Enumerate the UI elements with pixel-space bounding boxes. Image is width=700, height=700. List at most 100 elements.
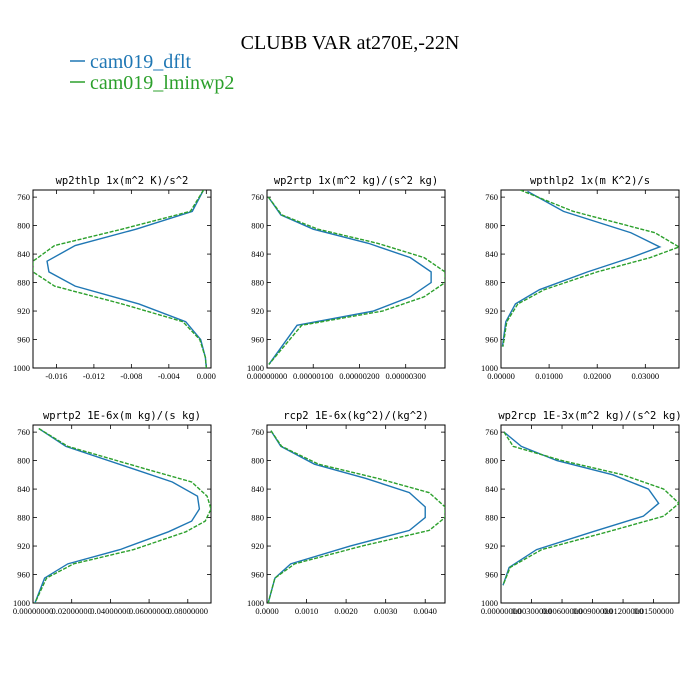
x-tick-label: 0.02000000 <box>52 606 92 616</box>
series-line-cam019_lminwp2 <box>502 431 679 586</box>
x-tick-label: 0.00000000 <box>481 606 521 616</box>
x-tick-label: 0.00000000 <box>247 371 287 381</box>
x-tick-label: 0.0010 <box>295 606 318 616</box>
x-tick-label: 0.00900000 <box>572 606 612 616</box>
y-tick-label: 960 <box>485 335 498 345</box>
plot-frame <box>266 189 446 369</box>
series-line-cam019_dflt <box>34 427 201 603</box>
y-tick-label: 800 <box>17 456 30 466</box>
y-tick-label: 840 <box>251 484 264 494</box>
y-tick-label: 920 <box>251 306 264 316</box>
y-tick-label: 960 <box>251 570 264 580</box>
x-tick-label: 0.00000100 <box>293 371 333 381</box>
panel-4: wprtp2 1E-6x(m kg)/(s kg) 760 800 840 880 920… <box>13 410 212 616</box>
panel-2: wp2rtp 1x(m^2 kg)/(s^2 kg) 760 800 840 880 92… <box>247 175 446 381</box>
y-tick-label: 840 <box>485 484 498 494</box>
y-tick-label: 760 <box>17 427 30 437</box>
series-line-cam019_dflt <box>501 190 662 347</box>
x-tick-label: -0.016 <box>45 371 67 381</box>
y-tick-label: 920 <box>17 541 30 551</box>
panel-5: rcp2 1E-6x(kg^2)/(kg^2) 760 800 840 880 920 96… <box>247 410 446 616</box>
x-tick-label: 0.0030 <box>374 606 397 616</box>
y-tick-label: 880 <box>485 513 498 523</box>
y-tick-label: 960 <box>17 335 30 345</box>
y-tick-label: 760 <box>251 192 264 202</box>
x-tick-label: 0.0020 <box>334 606 357 616</box>
series-line-cam019_dflt <box>46 190 208 368</box>
y-tick-label: 1000 <box>481 363 498 373</box>
legend: cam019_dflt cam019_lminwp2 <box>70 51 234 94</box>
series-line-cam019_lminwp2 <box>33 190 208 368</box>
series-line-cam019_lminwp2 <box>267 430 445 603</box>
y-tick-label: 800 <box>251 456 264 466</box>
x-tick-label: 0.00300000 <box>511 606 551 616</box>
x-tick-label: 0.01500000 <box>633 606 673 616</box>
panel-6: wp2rcp 1E-3x(m^2 kg)/(s^2 kg)760 800 840 88… <box>481 410 682 616</box>
y-tick-label: 1000 <box>247 363 264 373</box>
x-tick-label: 0.00000000 <box>13 606 53 616</box>
x-tick-label: -0.012 <box>83 371 105 381</box>
x-tick-label: 0.06000000 <box>129 606 169 616</box>
x-tick-label: 0.03000 <box>632 371 660 381</box>
panel-title: wp2thlp 1x(m^2 K)/s^2 <box>56 175 189 187</box>
figure-title: CLUBB VAR at270E,-22N <box>241 32 460 54</box>
series-line-cam019_dflt <box>267 196 432 365</box>
y-tick-label: 840 <box>17 484 30 494</box>
y-tick-label: 880 <box>17 513 30 523</box>
y-tick-label: 920 <box>17 306 30 316</box>
x-tick-label: 0.00000300 <box>386 371 426 381</box>
panel-title: rcp2 1E-6x(kg^2)/(kg^2) <box>283 410 428 422</box>
plot-frame <box>500 424 680 604</box>
plot-frame <box>500 189 680 369</box>
y-tick-label: 880 <box>17 278 30 288</box>
y-tick-label: 960 <box>251 335 264 345</box>
plot-frame <box>266 424 446 604</box>
series-line-cam019_dflt <box>502 431 660 586</box>
plot-frame <box>32 189 212 369</box>
legend-label-lminwp2: cam019_lminwp2 <box>90 72 234 94</box>
x-tick-label: 0.00600000 <box>542 606 582 616</box>
series-line-cam019_lminwp2 <box>502 190 679 347</box>
y-tick-label: 920 <box>485 306 498 316</box>
y-tick-label: 840 <box>17 249 30 259</box>
series-line-cam019_lminwp2 <box>267 196 445 365</box>
y-tick-label: 1000 <box>481 598 498 608</box>
panel-1: wp2thlp 1x(m^2 K)/s^2 760 800 840 880 920 960 1… <box>13 175 216 381</box>
x-tick-label: -0.008 <box>120 371 142 381</box>
y-tick-label: 1000 <box>247 598 264 608</box>
panel-title: wprtp2 1E-6x(m kg)/(s kg) <box>43 410 201 422</box>
y-tick-label: 960 <box>17 570 30 580</box>
y-tick-label: 800 <box>17 221 30 231</box>
x-tick-label: 0.00000200 <box>339 371 379 381</box>
plot-frame <box>32 424 212 604</box>
y-tick-label: 1000 <box>13 363 30 373</box>
y-tick-label: 760 <box>251 427 264 437</box>
y-tick-label: 760 <box>485 192 498 202</box>
y-tick-label: 840 <box>251 249 264 259</box>
y-tick-label: 800 <box>251 221 264 231</box>
y-tick-label: 800 <box>485 456 498 466</box>
x-tick-label: 0.01000 <box>535 371 563 381</box>
x-tick-label: -0.004 <box>158 371 181 381</box>
y-tick-label: 840 <box>485 249 498 259</box>
y-tick-label: 880 <box>485 278 498 288</box>
x-tick-label: 0.00000 <box>487 371 515 381</box>
y-tick-label: 920 <box>485 541 498 551</box>
y-tick-label: 760 <box>485 427 498 437</box>
panel-title: wpthlp2 1x(m K^2)/s <box>530 175 650 187</box>
x-tick-label: 0.0040 <box>414 606 437 616</box>
y-tick-label: 920 <box>251 541 264 551</box>
x-tick-label: 0.02000 <box>583 371 611 381</box>
panel-3: wpthlp2 1x(m K^2)/s 760 800 840 880 920 960 100… <box>481 175 680 381</box>
y-tick-label: 880 <box>251 513 264 523</box>
series-line-cam019_dflt <box>267 430 426 603</box>
x-tick-label: 0.01200000 <box>603 606 643 616</box>
y-tick-label: 960 <box>485 570 498 580</box>
x-tick-label: 0.0000 <box>255 606 278 616</box>
y-tick-label: 1000 <box>13 598 30 608</box>
panel-title: wp2rcp 1E-3x(m^2 kg)/(s^2 kg) <box>498 410 681 422</box>
y-tick-label: 800 <box>485 221 498 231</box>
x-tick-label: 0.04000000 <box>90 606 130 616</box>
panel-title: wp2rtp 1x(m^2 kg)/(s^2 kg) <box>274 175 438 187</box>
